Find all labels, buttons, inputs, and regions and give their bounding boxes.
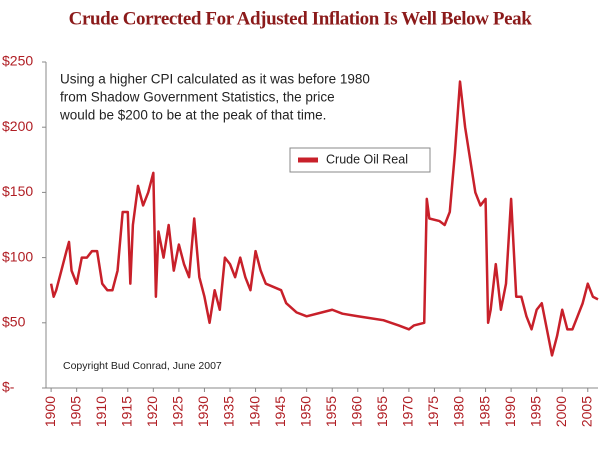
x-tick-label: 1950 <box>297 396 313 427</box>
x-tick-label: 1955 <box>323 396 339 427</box>
data-line <box>49 80 599 357</box>
annotation: would be $200 to be at the peak of that … <box>59 108 326 123</box>
y-tick-label: $100 <box>2 248 33 264</box>
copyright: Copyright Bud Conrad, June 2007 <box>63 360 222 372</box>
x-tick-label: 1960 <box>348 396 364 427</box>
x-tick-label: 1920 <box>144 396 160 427</box>
annotation: from Shadow Government Statistics, the p… <box>60 90 335 105</box>
x-tick-label: 1985 <box>476 396 492 427</box>
x-tick-label: 1970 <box>400 396 416 427</box>
x-tick-label: 1995 <box>527 396 543 427</box>
legend-label: Crude Oil Real <box>326 152 408 166</box>
chart-title: Crude Corrected For Adjusted Inflation I… <box>69 8 533 29</box>
x-tick-label: 1915 <box>118 396 134 427</box>
annotation: Using a higher CPI calculated as it was … <box>60 72 370 87</box>
x-tick-label: 1965 <box>374 396 390 427</box>
y-tick-label: $50 <box>2 314 26 330</box>
y-tick-label: $150 <box>2 183 33 199</box>
x-tick-label: 1990 <box>502 396 518 427</box>
x-tick-label: 1930 <box>195 396 211 427</box>
x-tick-label: 1905 <box>67 396 83 427</box>
x-tick-label: 1910 <box>93 396 109 427</box>
x-tick-label: 1940 <box>246 396 262 427</box>
y-tick-label: $200 <box>2 118 33 134</box>
y-tick-label: $- <box>2 379 15 395</box>
x-tick-label: 1925 <box>170 396 186 427</box>
x-tick-label: 2000 <box>553 396 569 427</box>
x-tick-label: 1975 <box>425 396 441 427</box>
y-tick-label: $250 <box>2 53 33 69</box>
x-tick-label: 1900 <box>42 396 58 427</box>
x-tick-label: 1980 <box>451 396 467 427</box>
x-tick-label: 1945 <box>272 396 288 427</box>
x-tick-label: 1935 <box>221 396 237 427</box>
x-tick-label: 2005 <box>578 396 594 427</box>
